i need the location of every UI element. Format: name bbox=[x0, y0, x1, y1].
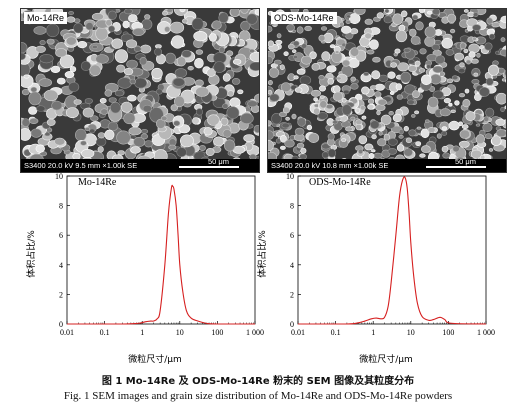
y-tick-label: 4 bbox=[59, 261, 63, 270]
y-tick-label: 8 bbox=[59, 202, 63, 211]
x-tick-label: 0.01 bbox=[60, 328, 74, 337]
x-tick-label: 100 bbox=[211, 328, 223, 337]
x-tick-label: 0.01 bbox=[291, 328, 305, 337]
figure-caption-cn: 图 1 Mo-14Re 及 ODS-Mo-14Re 粉末的 SEM 图像及其粒度… bbox=[101, 376, 415, 387]
plot-label-left: Mo-14Re bbox=[78, 177, 117, 188]
y-tick-label: 8 bbox=[290, 202, 294, 211]
plot-right: 0 2 4 6 8 10 0.01 0.1 1 10 100 1 000 ODS-Mo-14Re 体积… bbox=[251, 172, 496, 373]
sem-image-left: Mo-14Re S3400 20.0 kV 9.5 mm ×1.00k SE 5… bbox=[20, 8, 260, 173]
sem-texture-left bbox=[21, 9, 259, 172]
y-tick-label: 10 bbox=[286, 172, 294, 181]
plot-frame bbox=[66, 175, 256, 325]
x-tick-label: 0.1 bbox=[100, 328, 110, 337]
chart-left: 0 2 4 6 8 10 0.01 0.1 1 10 100 1 000 Mo-14Re 体积占比/%… bbox=[25, 172, 264, 365]
y-tick-label: 4 bbox=[290, 261, 294, 270]
x-tick-label: 1 bbox=[371, 328, 375, 337]
chart-right: 0 2 4 6 8 10 0.01 0.1 1 10 100 1 000 ODS-Mo-14Re 体积… bbox=[256, 172, 495, 365]
x-tick-label: 1 000 bbox=[477, 328, 495, 337]
y-tick-label: 6 bbox=[290, 231, 294, 240]
x-axis-label-right: 微粒尺寸/μm bbox=[359, 353, 413, 365]
x-tick-label: 1 bbox=[140, 328, 144, 337]
x-axis-label-left: 微粒尺寸/μm bbox=[128, 353, 182, 365]
sem-info-left: S3400 20.0 kV 9.5 mm ×1.00k SE bbox=[21, 159, 259, 172]
x-tick-label: 100 bbox=[442, 328, 454, 337]
x-tick-label: 1 000 bbox=[246, 328, 264, 337]
y-tick-label: 0 bbox=[59, 320, 63, 329]
sem-scale-bar-left bbox=[179, 166, 239, 168]
x-tick-label: 10 bbox=[407, 328, 415, 337]
y-axis-label-right: 体积占比/% bbox=[256, 230, 268, 278]
sem-info-right: S3400 20.0 kV 10.8 mm ×1.00k SE bbox=[268, 159, 506, 172]
y-tick-label: 2 bbox=[59, 290, 63, 299]
x-tick-label: 0.1 bbox=[331, 328, 341, 337]
distribution-curve-left bbox=[66, 184, 255, 325]
y-tick-label: 2 bbox=[290, 290, 294, 299]
plot-frame bbox=[297, 175, 487, 325]
sem-texture-right bbox=[268, 9, 506, 172]
sem-label-right: ODS-Mo-14Re bbox=[271, 12, 337, 24]
figure-caption-en: Fig. 1 SEM images and grain size distrib… bbox=[63, 390, 453, 402]
sem-label-left: Mo-14Re bbox=[24, 12, 68, 24]
sem-scale-text-right: 50 μm bbox=[455, 157, 476, 166]
y-tick-label: 10 bbox=[55, 172, 63, 181]
plot-left: 0 2 4 6 8 10 0.01 0.1 1 10 100 1 000 Mo-14Re 体积占比/%… bbox=[20, 172, 265, 373]
y-axis-label-left: 体积占比/% bbox=[25, 230, 37, 278]
x-tick-label: 10 bbox=[176, 328, 184, 337]
sem-scale-bar-right bbox=[426, 166, 486, 168]
distribution-curve-right bbox=[297, 176, 487, 325]
y-tick-label: 6 bbox=[59, 231, 63, 240]
plot-label-right: ODS-Mo-14Re bbox=[309, 177, 371, 188]
sem-scale-text-left: 50 μm bbox=[208, 157, 229, 166]
y-tick-label: 0 bbox=[290, 320, 294, 329]
sem-image-right: ODS-Mo-14Re S3400 20.0 kV 10.8 mm ×1.00k… bbox=[267, 8, 507, 173]
